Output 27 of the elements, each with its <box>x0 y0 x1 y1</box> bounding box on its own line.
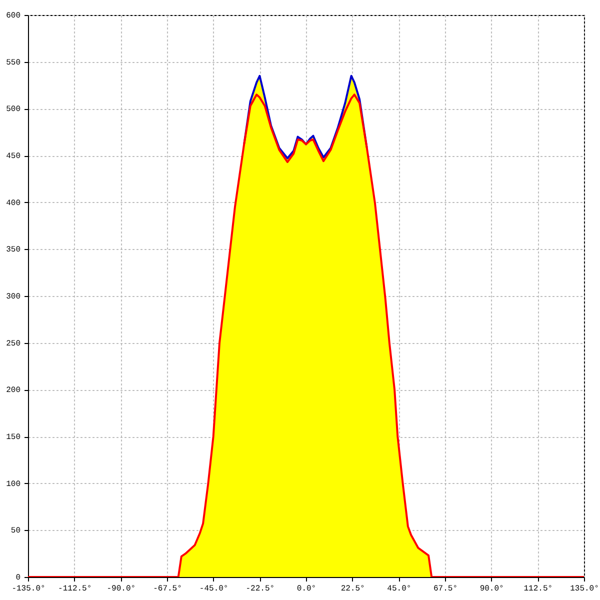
x-tick-label: -112.5° <box>58 584 92 594</box>
line-series <box>243 74 368 160</box>
x-tick-label: -45.0° <box>199 584 228 594</box>
y-tick-label: 150 <box>6 433 21 442</box>
y-tick-label: 400 <box>6 198 21 208</box>
y-tick-label: 350 <box>6 246 21 255</box>
x-tick-label: 45.0° <box>387 584 412 594</box>
x-tick-label: -135.0° <box>12 584 46 594</box>
y-tick-label: 500 <box>6 105 21 114</box>
y-tick-label: 100 <box>6 480 21 489</box>
y-tick-label: 550 <box>6 58 21 68</box>
x-tick-label: -67.5° <box>153 584 182 594</box>
y-tick-label: 50 <box>10 526 21 536</box>
x-tick-label: 135.0° <box>570 584 599 594</box>
y-tick-label: 600 <box>6 12 21 20</box>
x-tick-label: -22.5° <box>246 584 275 594</box>
x-tick-label: -90.0° <box>106 584 136 594</box>
x-tick-label: 90.0° <box>480 584 504 594</box>
x-tick-label: 0.0° <box>296 584 316 594</box>
y-tick-label: 450 <box>6 152 21 161</box>
y-tick-label: 200 <box>6 386 21 396</box>
y-tick-label: 0 <box>16 574 21 582</box>
x-tick-label: 112.5° <box>524 584 553 594</box>
x-tick-label: 22.5° <box>340 584 365 594</box>
x-tick-label: 67.5° <box>433 584 458 594</box>
y-tick-label: 250 <box>6 339 21 348</box>
y-tick-label: 300 <box>6 292 21 302</box>
